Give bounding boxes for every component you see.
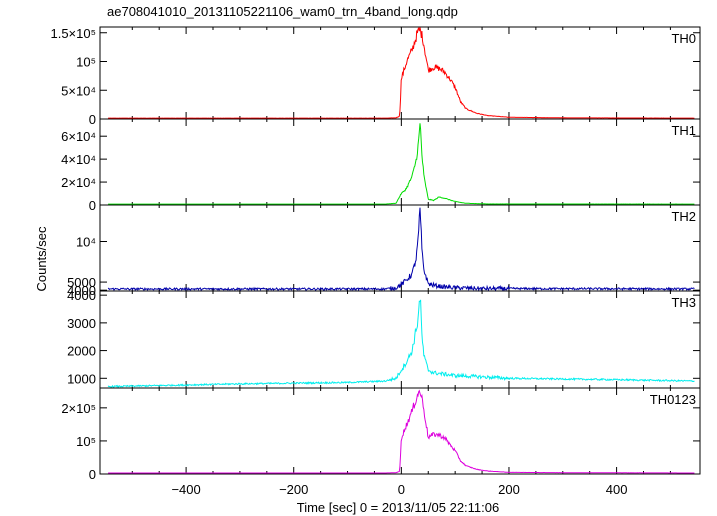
y-tick-label: 0 — [89, 467, 96, 482]
y-tick-label: 3000 — [67, 316, 96, 331]
panel-th3: 1000 2000 3000 4000 TH3 — [67, 288, 701, 389]
chart-title: ae708041010_20131105221106_wam0_trn_4ban… — [107, 4, 458, 19]
panel-label: TH0123 — [650, 392, 696, 407]
y-tick-label: 1.5×10⁵ — [50, 26, 96, 41]
y-tick-label: 4000 — [67, 283, 96, 298]
x-axis-tick-labels: −400 −200 0 200 400 — [171, 482, 627, 497]
x-tick-label: 400 — [606, 482, 628, 497]
y-axis-label: Counts/sec — [34, 226, 49, 292]
panel-th0123: 0 10⁵ 2×10⁵ TH0123 — [61, 387, 701, 482]
y-tick-label: 0 — [89, 198, 96, 213]
y-tick-label: 1000 — [67, 371, 96, 386]
panel-label: TH0 — [671, 31, 696, 46]
x-tick-label: −400 — [171, 482, 200, 497]
y-tick-label: 2×10⁴ — [61, 175, 96, 190]
x-axis-label: Time [sec] 0 = 2013/11/05 22:11:06 — [297, 500, 499, 515]
y-tick-label: 5000 — [67, 275, 96, 290]
y-tick-label: 4000 — [67, 288, 96, 303]
panel-frame — [99, 118, 701, 206]
panel-th1: 0 2×10⁴ 4×10⁴ 6×10⁴ TH1 — [61, 118, 701, 213]
x-tick-label: 0 — [398, 482, 405, 497]
series-line-th1 — [108, 123, 695, 205]
y-tick-label: 2000 — [67, 344, 96, 359]
series-line-th3 — [107, 299, 695, 388]
y-tick-label: 0 — [89, 112, 96, 127]
panel-th0: 0 5×10⁴ 10⁵ 1.5×10⁵ TH0 — [50, 26, 701, 127]
y-tick-label: 10⁵ — [76, 434, 96, 449]
series-line-th2 — [107, 207, 695, 292]
x-tick-label: 200 — [498, 482, 520, 497]
panel-label: TH2 — [671, 209, 696, 224]
series-line-th0123 — [108, 389, 695, 474]
panel-label: TH3 — [671, 295, 696, 310]
y-tick-label: 10⁴ — [76, 235, 96, 250]
y-tick-label: 6×10⁴ — [61, 129, 96, 144]
y-tick-label: 2×10⁵ — [61, 401, 96, 416]
panel-frame — [99, 204, 701, 292]
y-tick-label: 10⁵ — [76, 55, 96, 70]
panel-label: TH1 — [671, 123, 696, 138]
y-tick-label: 4×10⁴ — [61, 152, 96, 167]
panels-group: 0 5×10⁴ 10⁵ 1.5×10⁵ TH0 0 2×10⁴ 4×10⁴ 6×10⁴ TH1 40… — [50, 26, 701, 482]
panel-frame — [99, 387, 701, 475]
y-tick-label: 5×10⁴ — [61, 83, 96, 98]
series-line-th0 — [108, 27, 695, 119]
x-tick-label: −200 — [279, 482, 308, 497]
